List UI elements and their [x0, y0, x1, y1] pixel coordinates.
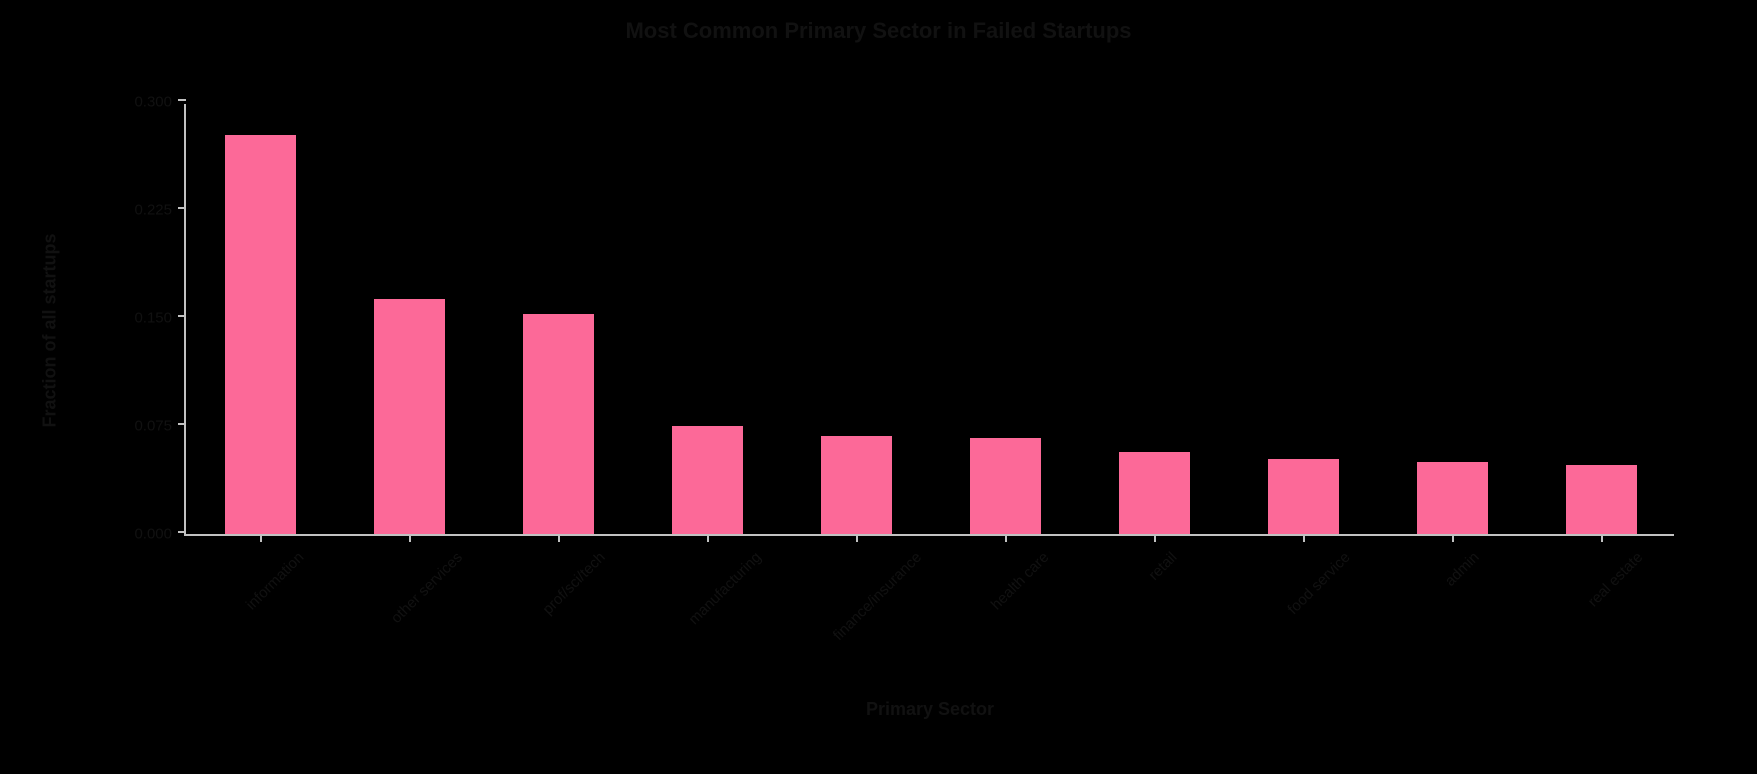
x-tick-label: health care	[987, 549, 1052, 614]
x-tick-mark	[409, 534, 411, 542]
y-axis-title: Fraction of all startups	[40, 115, 61, 547]
bar	[1119, 452, 1189, 534]
y-tick-label: 0.225	[134, 202, 186, 219]
x-tick-mark	[1005, 534, 1007, 542]
x-tick-label: prof/sci/tech	[539, 549, 608, 618]
x-tick-mark	[558, 534, 560, 542]
bar	[374, 299, 444, 534]
y-tick-label: 0.150	[134, 310, 186, 327]
x-tick-label: food service	[1284, 549, 1353, 618]
x-tick-mark	[856, 534, 858, 542]
x-tick-mark	[1303, 534, 1305, 542]
x-axis-title: Primary Sector	[186, 699, 1674, 720]
bar	[1417, 462, 1487, 534]
bar	[225, 135, 295, 534]
x-tick-label: other services	[387, 549, 465, 627]
y-tick-label: 0.075	[134, 418, 186, 435]
x-tick-label: manufacturing	[685, 549, 764, 628]
chart-title: Most Common Primary Sector in Failed Sta…	[0, 18, 1757, 44]
x-tick-mark	[260, 534, 262, 542]
chart-plot-area: 0.0000.0750.1500.2250.300informationothe…	[184, 104, 1674, 536]
bar	[1268, 459, 1338, 534]
x-tick-label: finance/insurance	[829, 549, 924, 644]
x-tick-mark	[1601, 534, 1603, 542]
x-tick-label: information	[242, 549, 306, 613]
bar	[970, 438, 1040, 534]
x-tick-mark	[1154, 534, 1156, 542]
y-tick-label: 0.000	[134, 526, 186, 543]
bar	[523, 314, 593, 534]
bar	[672, 426, 742, 534]
bar	[1566, 465, 1636, 534]
x-tick-mark	[707, 534, 709, 542]
x-tick-label: retail	[1145, 549, 1180, 584]
bar	[821, 436, 891, 534]
y-tick-label: 0.300	[134, 94, 186, 111]
x-tick-mark	[1452, 534, 1454, 542]
x-tick-label: real estate	[1584, 549, 1646, 611]
x-tick-label: admin	[1441, 549, 1482, 590]
